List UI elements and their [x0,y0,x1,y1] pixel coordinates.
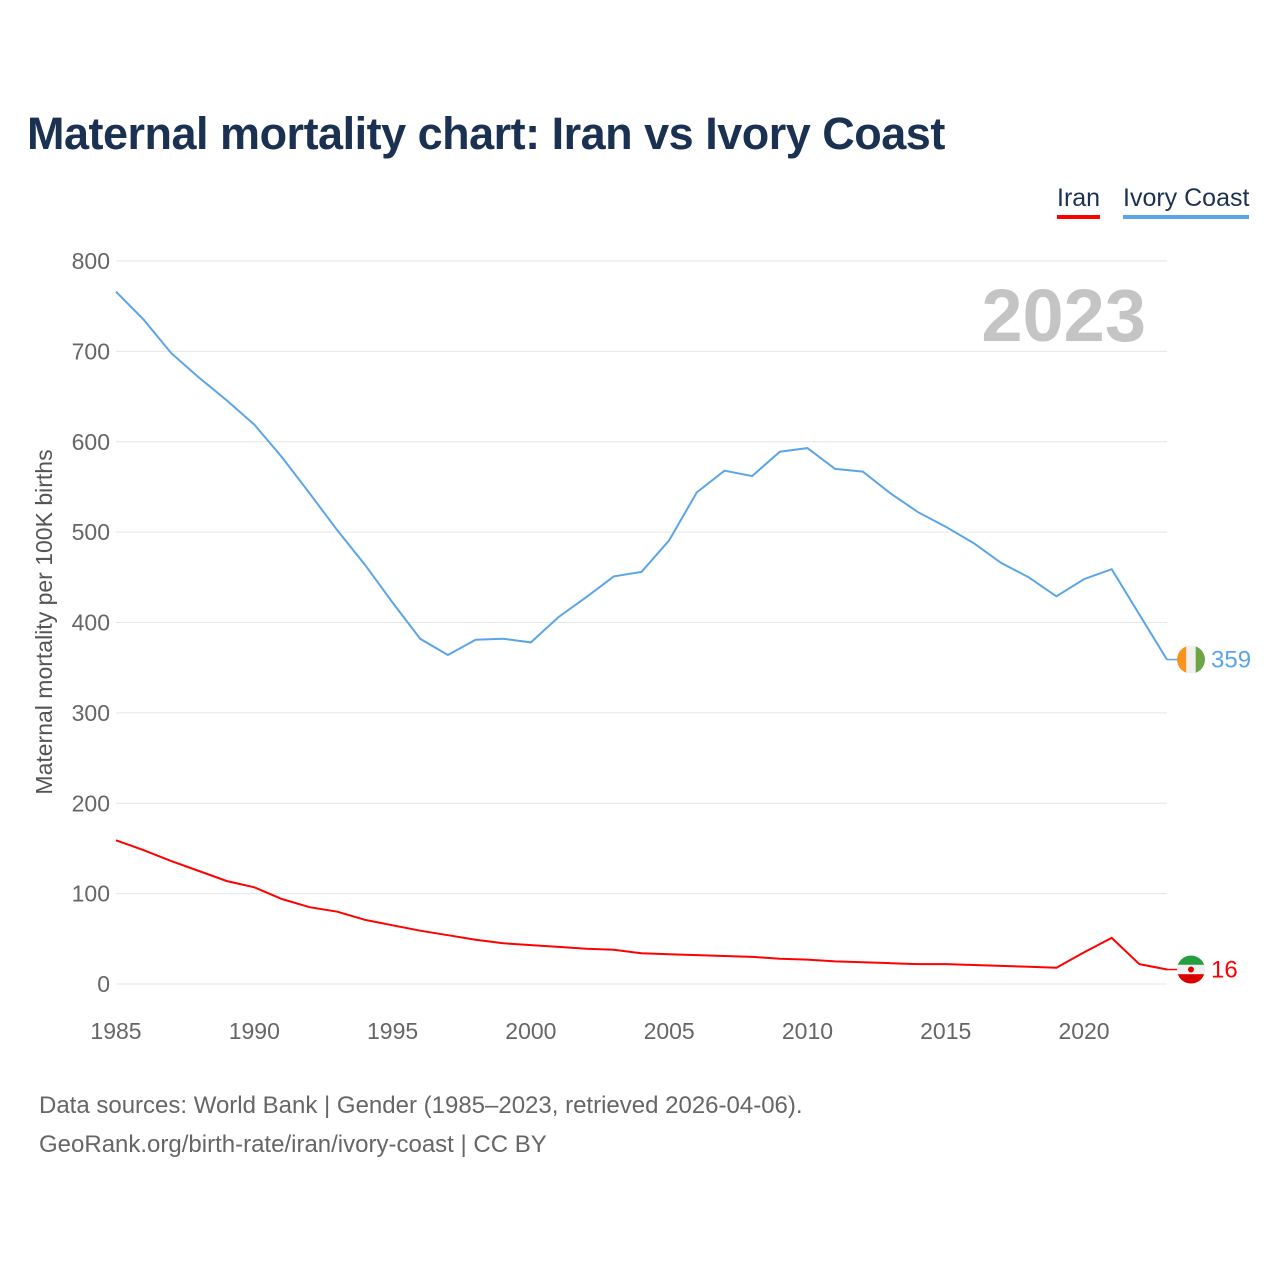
y-axis-label: Maternal mortality per 100K births [31,449,57,794]
end-value-label: 16 [1211,957,1238,984]
y-tick-label: 300 [72,700,110,726]
ivory-coast-flag-icon [1177,645,1205,674]
y-tick-label: 0 [97,971,110,997]
legend-iran[interactable]: Iran [1057,184,1101,219]
x-tick-label: 1985 [90,1018,141,1044]
series-line-iran[interactable] [115,839,1168,971]
iran-flag-icon [1177,955,1205,984]
y-tick-label: 800 [72,248,110,274]
x-tick-label: 2020 [1058,1018,1109,1044]
y-tick-label: 500 [72,519,110,545]
y-tick-label: 200 [72,790,110,816]
y-tick-label: 400 [72,610,110,636]
source-link[interactable]: GeoRank.org/birth-rate/iran/ivory-coast … [39,1131,547,1158]
x-tick-label: 2010 [782,1018,833,1044]
year-annotation: 2023 [981,274,1146,357]
series-line-ivory-coast[interactable] [115,290,1168,661]
x-tick-label: 2005 [644,1018,695,1044]
x-tick-label: 2015 [920,1018,971,1044]
source-text: Data sources: World Bank | Gender (1985–… [39,1092,803,1119]
x-tick-label: 1990 [229,1018,280,1044]
end-value-label: 359 [1211,647,1251,674]
legend-ivory-coast[interactable]: Ivory Coast [1123,184,1250,219]
footer: Data sources: World Bank | Gender (1985–… [39,1086,803,1164]
y-tick-label: 600 [72,429,110,455]
x-tick-label: 1995 [367,1018,418,1044]
y-tick-label: 700 [72,338,110,364]
x-tick-label: 2000 [505,1018,556,1044]
y-tick-label: 100 [72,881,110,907]
chart-title: Maternal mortality chart: Iran vs Ivory … [27,108,945,159]
